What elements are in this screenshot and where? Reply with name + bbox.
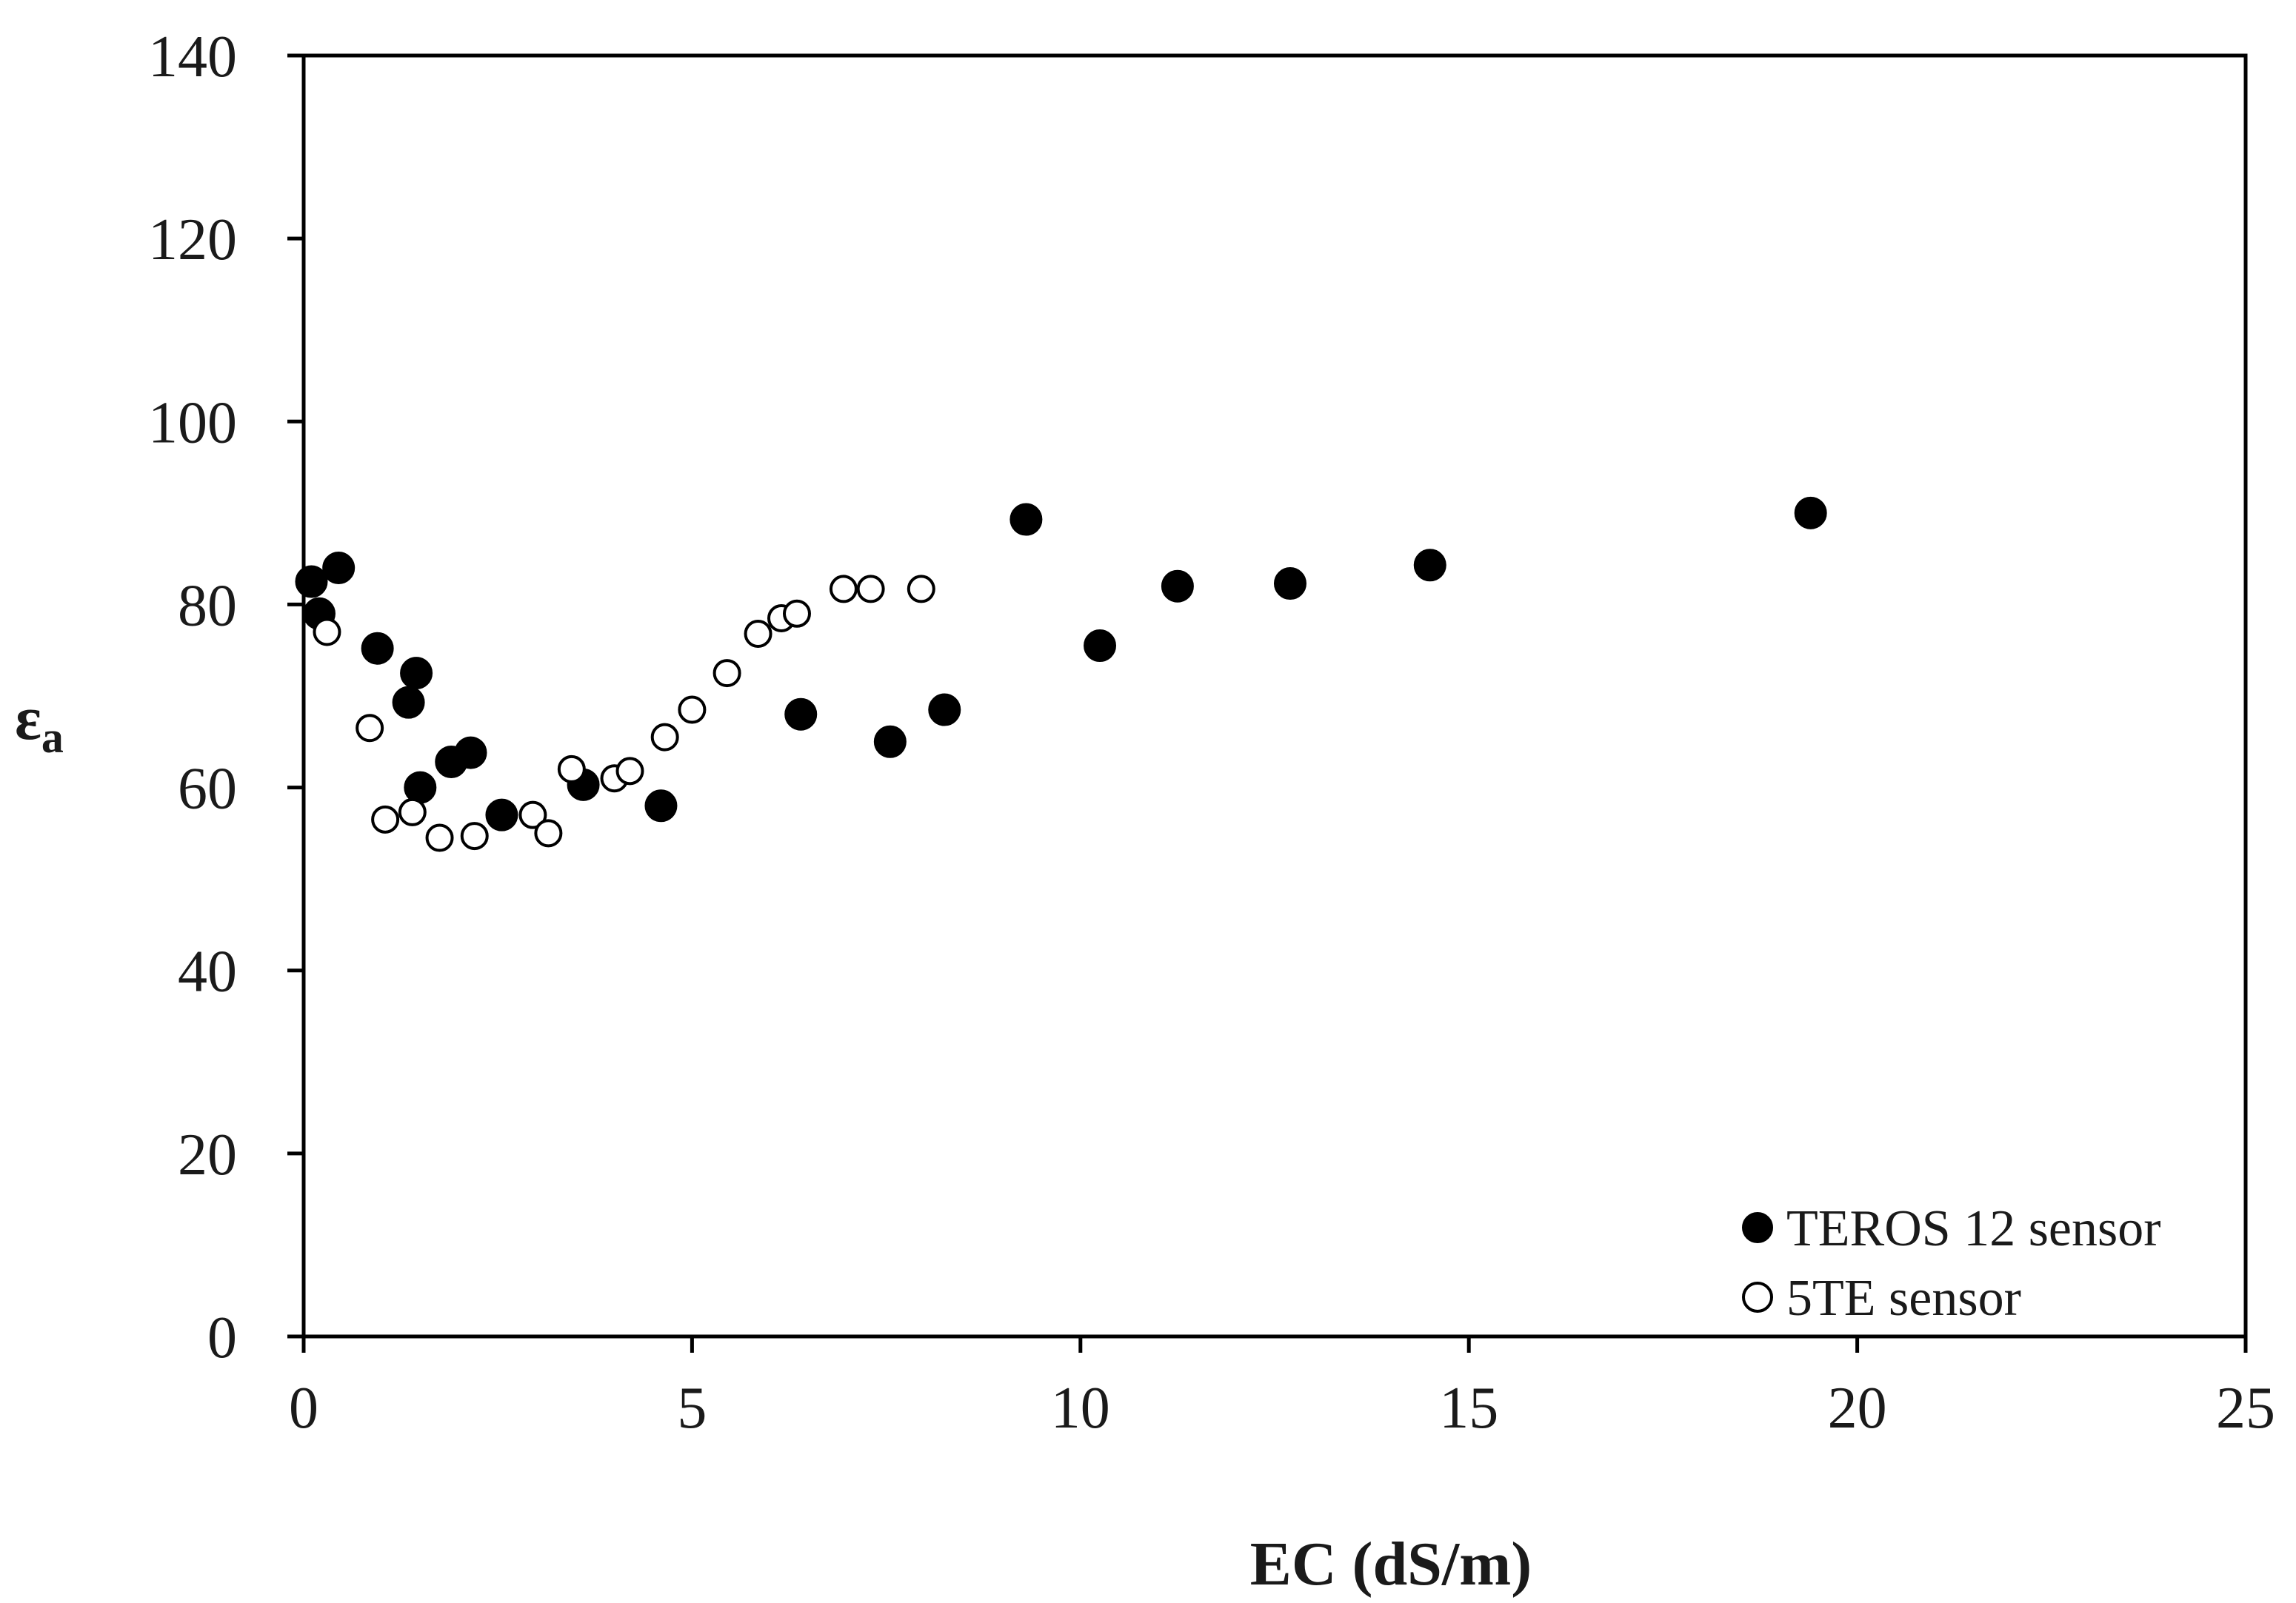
y-tick-label: 100: [148, 390, 237, 455]
data-point-5te: [615, 757, 644, 786]
x-axis-title: EC (dS/m): [1250, 1530, 1532, 1599]
data-point-5te: [313, 618, 341, 646]
data-point-5te: [371, 805, 400, 834]
data-point-5te: [557, 754, 586, 783]
y-axis-ticks: 0 20 40 60 80 100 120 140: [148, 24, 304, 1371]
data-point-5te: [460, 822, 489, 851]
data-point-teros12: [1413, 549, 1446, 582]
x-tick-label: 15: [1439, 1376, 1498, 1441]
data-points: [295, 496, 1827, 852]
legend: TEROS 12 sensor 5TE sensor: [1742, 1200, 2161, 1327]
data-point-5te: [744, 619, 772, 648]
data-point-teros12: [454, 736, 487, 769]
x-tick-label: 5: [677, 1376, 707, 1441]
x-tick-label: 0: [289, 1376, 318, 1441]
legend-marker-5te: [1742, 1282, 1773, 1313]
data-point-5te: [856, 575, 885, 603]
legend-label-5te: 5TE sensor: [1786, 1270, 2021, 1327]
data-point-teros12: [392, 686, 425, 719]
y-axis-title-subscript: a: [41, 713, 64, 762]
axes: [301, 53, 2248, 1339]
data-point-5te: [534, 819, 563, 848]
data-point-teros12: [404, 771, 437, 804]
y-tick-label: 120: [148, 207, 237, 272]
x-tick-label: 10: [1051, 1376, 1110, 1441]
data-point-teros12: [784, 697, 818, 731]
y-tick-label: 0: [207, 1305, 237, 1371]
data-point-teros12: [400, 657, 433, 690]
x-axis-ticks: 0 5 10 15 20 25: [289, 1336, 2275, 1441]
data-point-5te: [678, 695, 707, 724]
y-axis-title-main: ε: [15, 684, 41, 753]
y-tick-label: 80: [178, 573, 237, 638]
data-point-5te: [829, 575, 858, 603]
x-tick-label: 20: [1828, 1376, 1887, 1441]
data-point-teros12: [1161, 569, 1194, 603]
data-point-5te: [398, 797, 427, 826]
data-point-5te: [782, 599, 811, 628]
data-point-5te: [650, 723, 679, 752]
data-point-teros12: [928, 693, 961, 726]
data-point-teros12: [361, 632, 394, 665]
y-tick-label: 40: [178, 940, 237, 1005]
y-tick-label: 20: [178, 1122, 237, 1188]
y-axis-title: εa: [15, 684, 64, 762]
data-point-teros12: [322, 552, 356, 584]
legend-marker-teros12: [1742, 1212, 1773, 1243]
data-point-5te: [425, 823, 454, 852]
y-tick-label: 60: [178, 757, 237, 822]
data-point-5te: [713, 659, 741, 688]
data-point-5te: [518, 800, 547, 829]
data-point-teros12: [485, 798, 518, 831]
legend-label-teros12: TEROS 12 sensor: [1786, 1200, 2161, 1257]
data-point-teros12: [873, 725, 907, 758]
data-point-teros12: [1009, 503, 1043, 536]
data-point-teros12: [1084, 629, 1117, 663]
x-tick-label: 25: [2216, 1376, 2275, 1441]
data-point-teros12: [1794, 496, 1827, 529]
data-point-5te: [356, 714, 384, 743]
y-tick-label: 140: [148, 24, 237, 90]
data-point-teros12: [644, 789, 678, 823]
data-point-teros12: [1273, 567, 1306, 600]
data-point-teros12: [295, 565, 328, 598]
plot-area-frame: [301, 53, 2248, 1339]
data-point-5te: [907, 575, 935, 603]
